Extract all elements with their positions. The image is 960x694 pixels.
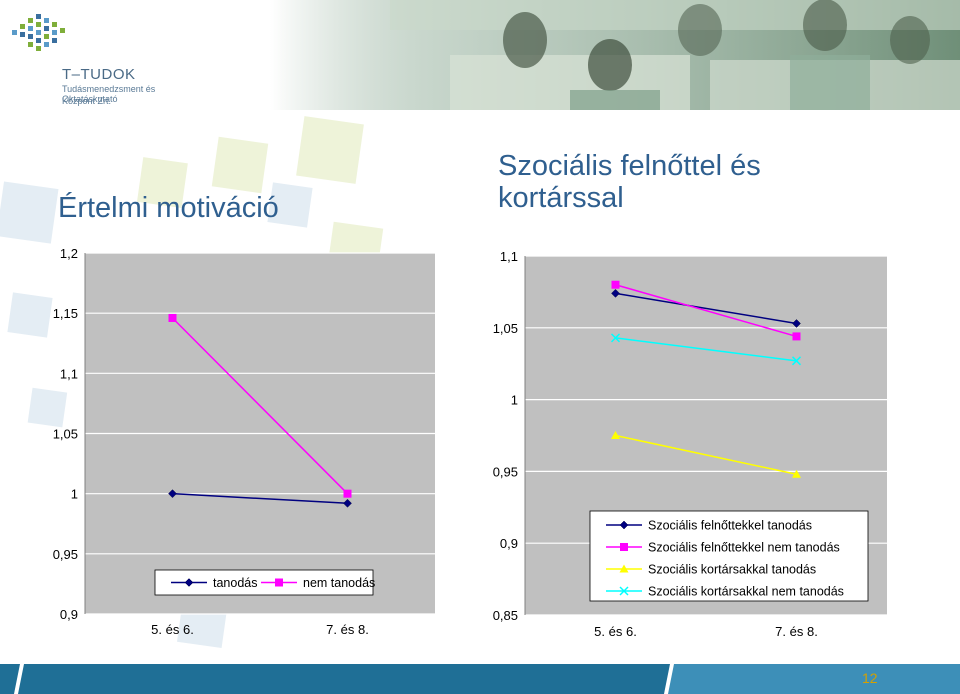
right-x-tick-label: 7. és 8. <box>775 624 818 639</box>
right-y-tick-label: 0,85 <box>493 608 518 623</box>
right-legend-marker <box>619 586 629 596</box>
right-plot-area <box>525 256 887 615</box>
right-data-point <box>791 356 802 366</box>
right-series-1 <box>611 288 801 328</box>
left-legend-box <box>154 569 374 596</box>
right-data-point <box>611 280 620 289</box>
right-series-4 <box>610 333 802 366</box>
left-data-point <box>343 489 352 498</box>
header-photo <box>270 0 960 110</box>
left-y-tick-label: 1,1 <box>60 366 78 381</box>
left-series-1 <box>168 489 352 508</box>
right-series-line <box>615 283 797 338</box>
left-y-tick-label: 0,95 <box>53 547 78 562</box>
right-legend-marker <box>619 564 629 573</box>
chart-title-left: Értelmi motiváció <box>58 192 279 224</box>
logo-mark <box>12 14 65 51</box>
left-y-tick-label: 0,9 <box>60 607 78 622</box>
left-plot-area <box>85 253 435 614</box>
left-legend-label: nem tanodás <box>303 576 375 590</box>
right-legend-label: Szociális kortársakkal tanodás <box>648 563 816 577</box>
right-legend-label: Szociális kortársakkal nem tanodás <box>648 585 844 599</box>
left-y-tick-label: 1,2 <box>60 246 78 261</box>
right-legend: Szociális felnőttekkel tanodás Szociális … <box>589 510 869 602</box>
footer-bar <box>0 664 960 694</box>
logo-subtitle-line1: Tudásmenedzsment és Oktatáskutató <box>62 84 156 104</box>
right-legend-marker <box>620 543 628 551</box>
right-y-tick-label: 1,05 <box>493 321 518 336</box>
left-y-tick-label: 1,15 <box>53 306 78 321</box>
logo-subtitle-line2: Központ Zrt. <box>62 96 112 106</box>
right-data-point <box>611 288 620 298</box>
right-series-2 <box>611 280 801 341</box>
right-data-point <box>792 319 801 328</box>
right-series-line <box>615 337 797 362</box>
left-legend-label: tanodás <box>213 576 257 590</box>
left-y-tick-label: 1 <box>71 487 78 502</box>
left-legend-item: nem tanodás <box>261 576 375 590</box>
right-data-point <box>610 333 621 343</box>
left-series-line <box>172 492 348 505</box>
left-data-point <box>168 313 177 322</box>
right-y-tick-label: 1 <box>511 393 518 408</box>
page-number: 12 <box>862 670 878 686</box>
right-legend-box <box>589 510 869 602</box>
left-data-point <box>343 498 352 508</box>
right-y-tick-label: 0,95 <box>493 464 518 479</box>
right-legend-item: Szociális felnőttekkel tanodás <box>606 519 812 533</box>
left-legend-marker <box>275 578 283 587</box>
left-legend-item: tanodás <box>171 576 257 590</box>
right-y-tick-label: 1,1 <box>500 249 518 264</box>
right-y-tick-label: 0,9 <box>500 536 518 551</box>
right-x-tick-label: 5. és 6. <box>594 624 637 639</box>
right-series-line <box>615 292 797 325</box>
company-logo: T–TUDOK Tudásmenedzsment és Oktatáskutat… <box>10 10 210 106</box>
right-data-point <box>611 431 620 439</box>
left-data-point <box>168 489 177 499</box>
logo-name: T–TUDOK <box>62 66 136 83</box>
chart-title-right: Szociális felnőttel és kortárssal <box>498 150 761 214</box>
right-series-3 <box>611 431 801 478</box>
right-data-point <box>792 469 801 478</box>
right-legend-item: Szociális kortársakkal tanodás <box>606 563 816 577</box>
right-legend-item: Szociális felnőttekkel nem tanodás <box>606 541 840 555</box>
right-legend-item: Szociális kortársakkal nem tanodás <box>606 585 844 599</box>
left-x-tick-label: 5. és 6. <box>151 622 194 637</box>
left-legend: tanodás nem tanodás <box>154 569 375 596</box>
left-y-tick-label: 1,05 <box>53 427 78 442</box>
right-data-point <box>792 332 801 341</box>
right-legend-label: Szociális felnőttekkel tanodás <box>648 519 812 533</box>
left-x-tick-label: 7. és 8. <box>326 622 369 637</box>
left-legend-marker <box>184 578 194 587</box>
right-series-line <box>615 434 797 476</box>
right-legend-label: Szociális felnőttekkel nem tanodás <box>648 541 840 555</box>
left-series-line <box>171 317 349 495</box>
left-series-2 <box>168 313 352 498</box>
right-legend-marker <box>619 520 629 530</box>
